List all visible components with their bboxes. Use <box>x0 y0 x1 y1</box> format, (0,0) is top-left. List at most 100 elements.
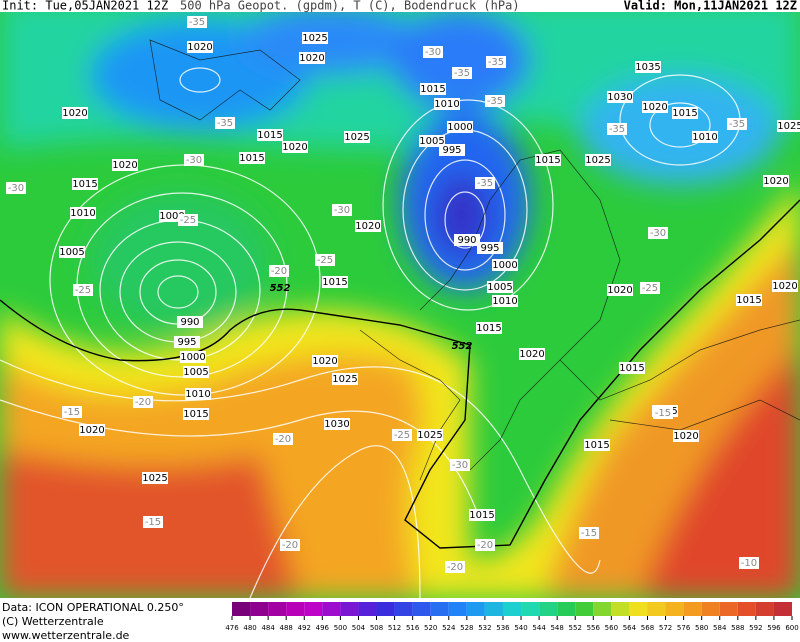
isobar-label-box <box>322 276 348 288</box>
isotherm-label: -15 <box>655 408 671 419</box>
isobar-label: 1015 <box>72 179 97 190</box>
isobar-label: 1010 <box>692 132 717 143</box>
colorbar-tick-label: 520 <box>424 624 437 632</box>
isobar-label: 1005 <box>183 367 208 378</box>
isotherm-label: -30 <box>650 228 666 239</box>
colorbar-swatch <box>665 602 684 616</box>
isobar-label-box <box>420 83 446 95</box>
colorbar-swatch <box>448 602 467 616</box>
isotherm-label-box <box>280 539 300 551</box>
isobar-label: 1020 <box>62 108 87 119</box>
isobar-label: 1015 <box>239 153 264 164</box>
isobar-label-box <box>487 281 513 293</box>
isotherm-label: -20 <box>447 562 463 573</box>
isobar-label-box <box>187 41 213 53</box>
isobar-label-box <box>419 135 445 147</box>
isobar-label-box <box>282 141 308 153</box>
isotherm-label: -25 <box>75 285 91 296</box>
colorbar-tick-label: 592 <box>749 624 762 632</box>
colorbar-swatch <box>268 602 287 616</box>
colorbar-swatch <box>629 602 648 616</box>
isobar-label-box <box>344 131 370 143</box>
isotherm-label: -35 <box>729 119 745 130</box>
isobar-label-box <box>59 246 85 258</box>
isotherm-label: -35 <box>609 124 625 135</box>
isobar-label-box <box>62 107 88 119</box>
colorbar-tick-label: 576 <box>677 624 691 632</box>
map-labels: 1020102510201035101510101030102010151020… <box>6 16 800 573</box>
map-area: 1020102510201035101510101030102010151020… <box>0 12 800 598</box>
colorbar-swatch <box>683 602 702 616</box>
isotherm-label-box <box>739 557 759 569</box>
isobar-label: 1005 <box>59 247 84 258</box>
isotherm-label-box <box>184 154 204 166</box>
isotherm-label: -20 <box>282 540 298 551</box>
isotherm-label-box <box>727 118 747 130</box>
isobar-label: 1000 <box>492 260 517 271</box>
colorbar-swatch <box>430 602 449 616</box>
colorbar-swatch <box>394 602 413 616</box>
isobar-label: 1020 <box>673 431 698 442</box>
isobar-label: 995 <box>177 337 196 348</box>
isobar-label-box <box>672 107 698 119</box>
isobar-label-box <box>476 322 502 334</box>
isobar-label: 1025 <box>302 33 327 44</box>
colorbar-swatch <box>593 602 612 616</box>
isotherm-label: -25 <box>394 430 410 441</box>
colorbar-tick-label: 580 <box>695 624 708 632</box>
isobar-label-box <box>535 154 561 166</box>
isotherm-label: -20 <box>477 540 493 551</box>
isobar-label-box <box>180 351 206 363</box>
isobar-label-box <box>447 121 473 133</box>
valid-time: Valid: Mon,11JAN2021 12Z <box>624 0 797 13</box>
isotherm-label-box <box>215 117 235 129</box>
isotherm-label-box <box>648 227 668 239</box>
colorbar-swatch <box>701 602 720 616</box>
isotherm-label-box <box>178 214 198 226</box>
isobar-label-box <box>584 439 610 451</box>
isotherm-label: -25 <box>317 255 333 266</box>
colorbar-swatch <box>412 602 431 616</box>
colorbar-tick-label: 484 <box>261 624 275 632</box>
isobar-label: 1025 <box>344 132 369 143</box>
isobar-label-box <box>519 348 545 360</box>
copyright: (C) Wetterzentrale <box>2 615 104 628</box>
isotherm-label-box <box>485 95 505 107</box>
isobar-label: 1020 <box>312 356 337 367</box>
colorbar-swatch <box>286 602 305 616</box>
isobar-label-box <box>673 430 699 442</box>
colorbar-tick-label: 536 <box>496 624 510 632</box>
isotherm-label-box <box>143 516 163 528</box>
isobar-label-box <box>239 152 265 164</box>
isobar-label: 1000 <box>180 352 205 363</box>
isobar-label: 1015 <box>535 155 560 166</box>
colorbar-swatch <box>466 602 485 616</box>
colorbar-tick-label: 544 <box>532 624 546 632</box>
colorbar-tick-label: 516 <box>406 624 420 632</box>
isobar-label-box <box>736 294 762 306</box>
isobar-label: 1025 <box>777 121 800 132</box>
isotherm-label-box <box>450 459 470 471</box>
colorbar-tick-label: 584 <box>713 624 727 632</box>
colorbar-swatch <box>557 602 576 616</box>
isotherm-label: -20 <box>135 397 151 408</box>
colorbar-swatch <box>232 602 251 616</box>
colorbar-tick-label: 480 <box>243 624 256 632</box>
isotherm-label: -35 <box>217 118 233 129</box>
isobar-label: 1025 <box>417 430 442 441</box>
colorbar-tick-label: 476 <box>225 624 239 632</box>
isobar-label-box <box>763 175 789 187</box>
isobar-label-box <box>183 408 209 420</box>
isobar-label: 1015 <box>257 130 282 141</box>
isobar-label-box <box>177 316 203 328</box>
colorbar-swatch <box>340 602 359 616</box>
isobar-label: 1020 <box>763 176 788 187</box>
isobar-label: 1030 <box>607 92 632 103</box>
isotherm-label: -20 <box>275 434 291 445</box>
contour-label: 552 <box>452 341 473 352</box>
isobar-label-box <box>772 280 798 292</box>
isobar-label: 1020 <box>282 142 307 153</box>
isobar-label-box <box>79 424 105 436</box>
colorbar-swatch <box>611 602 630 616</box>
